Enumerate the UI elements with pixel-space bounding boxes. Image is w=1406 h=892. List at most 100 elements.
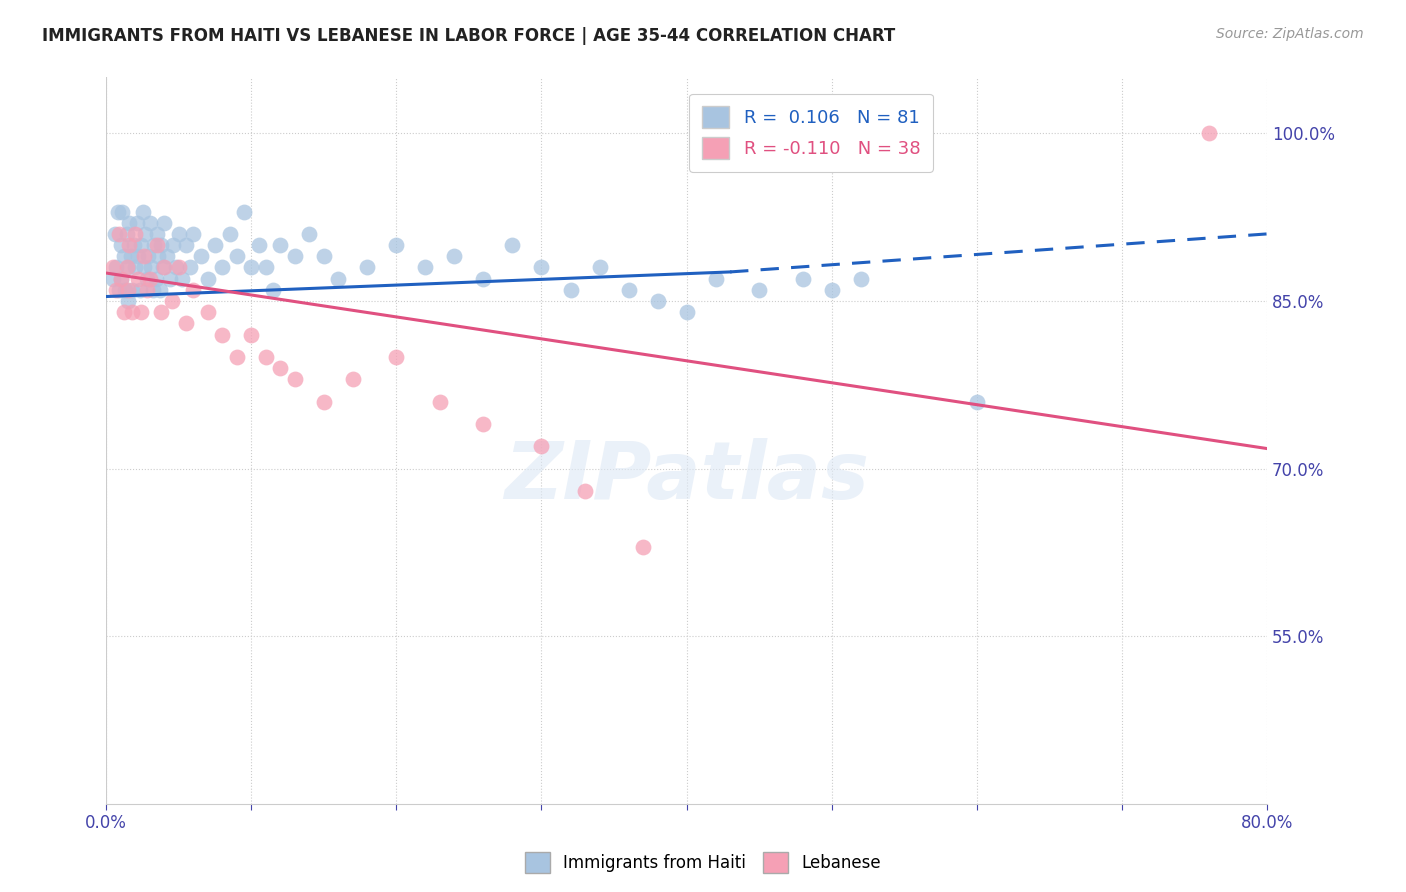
- Point: [179, 260, 201, 275]
- Point: [128, 283, 150, 297]
- Point: [675, 305, 697, 319]
- Point: [125, 216, 148, 230]
- Point: [254, 260, 277, 275]
- Point: [312, 394, 335, 409]
- Text: Source: ZipAtlas.com: Source: ZipAtlas.com: [1216, 27, 1364, 41]
- Point: [150, 238, 173, 252]
- Point: [139, 271, 162, 285]
- Point: [269, 361, 291, 376]
- Point: [385, 238, 408, 252]
- Point: [167, 260, 190, 275]
- Point: [141, 260, 163, 275]
- Point: [254, 350, 277, 364]
- Point: [792, 271, 814, 285]
- Point: [149, 283, 172, 297]
- Point: [530, 260, 553, 275]
- Point: [146, 227, 169, 241]
- Point: [142, 283, 165, 297]
- Point: [225, 249, 247, 263]
- Point: [218, 227, 240, 241]
- Point: [156, 249, 179, 263]
- Point: [240, 260, 263, 275]
- Point: [145, 271, 167, 285]
- Point: [107, 204, 129, 219]
- Point: [153, 260, 176, 275]
- Point: [312, 249, 335, 263]
- Point: [472, 417, 495, 431]
- Point: [849, 271, 872, 285]
- Point: [124, 260, 146, 275]
- Point: [105, 283, 128, 297]
- Point: [127, 271, 149, 285]
- Point: [197, 271, 219, 285]
- Point: [103, 271, 125, 285]
- Point: [501, 238, 523, 252]
- Point: [181, 283, 204, 297]
- Point: [135, 271, 157, 285]
- Point: [588, 260, 610, 275]
- Point: [110, 271, 132, 285]
- Point: [170, 271, 193, 285]
- Point: [124, 227, 146, 241]
- Point: [117, 293, 139, 308]
- Legend: R =  0.106   N = 81, R = -0.110   N = 38: R = 0.106 N = 81, R = -0.110 N = 38: [689, 94, 934, 172]
- Point: [150, 305, 173, 319]
- Point: [328, 271, 350, 285]
- Point: [211, 260, 233, 275]
- Point: [385, 350, 408, 364]
- Point: [174, 316, 197, 330]
- Point: [181, 227, 204, 241]
- Point: [247, 238, 270, 252]
- Point: [118, 238, 141, 252]
- Point: [530, 439, 553, 453]
- Point: [617, 283, 640, 297]
- Point: [111, 204, 134, 219]
- Point: [127, 249, 149, 263]
- Point: [174, 238, 197, 252]
- Point: [112, 305, 135, 319]
- Point: [560, 283, 582, 297]
- Point: [117, 260, 139, 275]
- Point: [152, 260, 174, 275]
- Point: [233, 204, 256, 219]
- Point: [122, 238, 145, 252]
- Point: [443, 249, 465, 263]
- Point: [647, 293, 669, 308]
- Point: [165, 260, 187, 275]
- Point: [197, 305, 219, 319]
- Point: [225, 350, 247, 364]
- Point: [704, 271, 727, 285]
- Point: [115, 260, 138, 275]
- Point: [298, 227, 321, 241]
- Point: [821, 283, 844, 297]
- Point: [631, 540, 654, 554]
- Point: [415, 260, 437, 275]
- Point: [132, 249, 155, 263]
- Point: [190, 249, 212, 263]
- Point: [148, 249, 170, 263]
- Point: [120, 249, 142, 263]
- Point: [211, 327, 233, 342]
- Point: [160, 293, 183, 308]
- Point: [356, 260, 378, 275]
- Point: [110, 271, 132, 285]
- Point: [204, 238, 226, 252]
- Point: [1198, 126, 1220, 140]
- Point: [115, 227, 138, 241]
- Point: [121, 283, 143, 297]
- Point: [129, 305, 152, 319]
- Point: [132, 260, 155, 275]
- Point: [240, 327, 263, 342]
- Point: [112, 249, 135, 263]
- Point: [748, 283, 770, 297]
- Point: [131, 204, 153, 219]
- Point: [153, 216, 176, 230]
- Point: [103, 260, 125, 275]
- Point: [104, 227, 127, 241]
- Point: [574, 483, 596, 498]
- Point: [262, 283, 284, 297]
- Point: [146, 238, 169, 252]
- Point: [284, 372, 307, 386]
- Point: [110, 238, 132, 252]
- Point: [105, 260, 128, 275]
